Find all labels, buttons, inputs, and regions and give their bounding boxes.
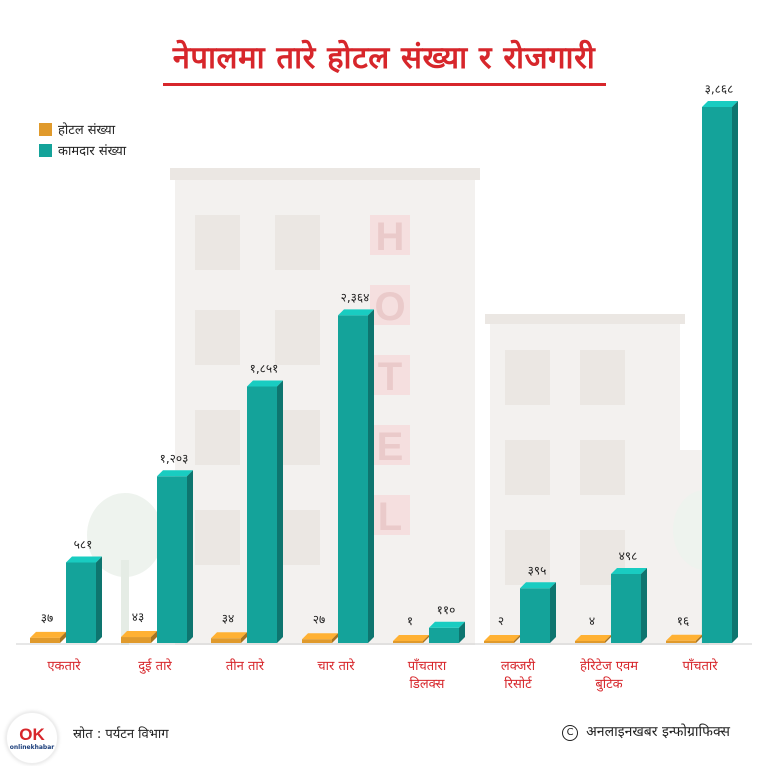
legend-item-hotel: होटल संख्या (39, 120, 115, 138)
legend-swatch-hotel (39, 122, 52, 136)
hotel-bar-6 (484, 635, 520, 643)
hotel-bar-2 (121, 631, 157, 643)
worker-data-label-2: १,२०३ (160, 451, 189, 465)
worker-bar-6 (520, 582, 556, 643)
hotel-sign-letter-5: L (378, 495, 402, 539)
bar-group-1: ३७ ५८१ एकतारे (30, 537, 102, 674)
category-label-8: पाँचतारे (682, 658, 718, 674)
page-title: नेपालमा तारे होटल संख्या र रोजगारी (172, 40, 596, 76)
legend-label-worker: कामदार संख्या (58, 144, 127, 159)
onlinekhabar-logo: OK onlinekhabar (6, 712, 58, 764)
hotel-data-label-4: २७ (313, 612, 325, 626)
bar-group-4: २७ २,३६४ चार तारे (302, 290, 374, 674)
legend-swatch-worker (39, 143, 52, 157)
worker-bar-2 (157, 470, 193, 643)
hotel-data-label-6: २ (498, 614, 504, 628)
category-label-4: चार तारे (317, 658, 355, 674)
category-label-3: तीन तारे (226, 658, 265, 674)
bar-group-8: १६ ३,८६८ पाँचतारे (666, 82, 738, 674)
worker-data-label-6: ३९५ (528, 563, 547, 577)
worker-bar-8 (702, 101, 738, 643)
legend-item-worker: कामदार संख्या (39, 141, 126, 159)
hotel-bar-7 (575, 635, 611, 643)
bar-group-6: २ ३९५ लक्जरी रिसोर्ट (484, 563, 556, 692)
bar-group-3: ३४ १,८५१ तीन तारे (211, 362, 283, 674)
source-note: स्रोत : पर्यटन विभाग (73, 727, 169, 742)
title-underline (163, 83, 606, 86)
hotel-data-label-2: ४३ (132, 610, 144, 624)
logo-text: onlinekhabar (9, 743, 55, 751)
worker-data-label-7: ४९८ (619, 549, 638, 563)
bar-group-5: १ ११० पाँचतारा डिलक्स (393, 603, 465, 692)
hotel-sign-letter-4: E (377, 425, 404, 469)
hotel-bar-8 (666, 634, 702, 643)
worker-data-label-1: ५८१ (74, 537, 93, 551)
legend-label-hotel: होटल संख्या (58, 123, 116, 138)
hotel-sign-letter-1: H (376, 215, 405, 259)
hotel-bar-3 (211, 632, 247, 643)
worker-bar-3 (247, 380, 283, 643)
hotel-bar-5 (393, 635, 429, 643)
hotel-data-label-5: १ (407, 614, 413, 628)
hotel-data-label-7: ४ (589, 614, 595, 628)
category-label-1: एकतारे (47, 658, 81, 674)
worker-data-label-5: ११० (437, 603, 456, 617)
hotel-bar-4 (302, 633, 338, 643)
worker-bar-5 (429, 621, 465, 643)
footer (0, 704, 768, 766)
category-label-6: लक्जरी रिसोर्ट (501, 658, 536, 692)
copyright-icon: C (562, 725, 579, 741)
hotel-bar-1 (30, 631, 66, 643)
worker-bar-1 (66, 556, 102, 643)
category-label-5: पाँचतारा डिलक्स (408, 658, 447, 692)
hotel-data-label-3: ३४ (222, 611, 234, 625)
hotel-sign-letter-2: O (374, 285, 405, 329)
worker-bar-4 (338, 309, 374, 643)
bar-group-2: ४३ १,२०३ दुई तारे (121, 451, 193, 674)
worker-bar-7 (611, 567, 647, 643)
credit-text: अनलाइनखबर इन्फोग्राफिक्स (586, 724, 730, 740)
hotel-data-label-8: १६ (677, 614, 689, 628)
logo-mark: OK (19, 724, 45, 744)
category-label-7: हेरिटेज एवम बुटिक (580, 658, 638, 692)
worker-data-label-8: ३,८६८ (705, 82, 734, 96)
category-label-2: दुई तारे (138, 658, 172, 674)
credit-line: C अनलाइनखबर इन्फोग्राफिक्स (562, 722, 730, 741)
hotel-sign-letter-3: T (378, 355, 402, 399)
worker-data-label-3: १,८५१ (250, 362, 279, 376)
worker-data-label-4: २,३६४ (341, 290, 370, 304)
hotel-data-label-1: ३७ (41, 611, 53, 625)
bar-group-7: ४ ४९८ हेरिटेज एवम बुटिक (575, 549, 647, 692)
